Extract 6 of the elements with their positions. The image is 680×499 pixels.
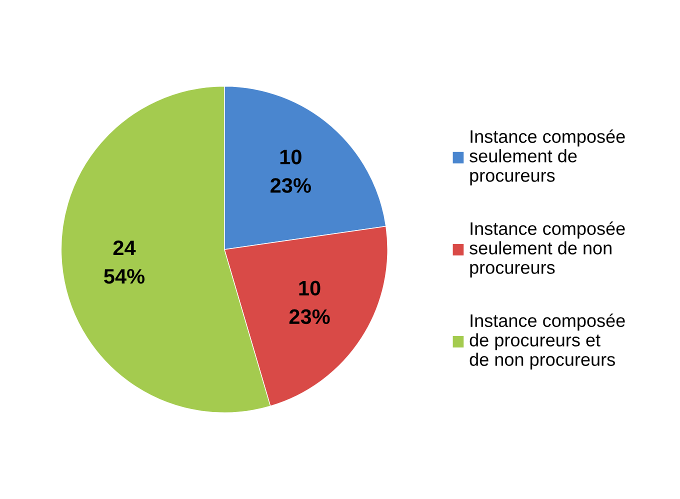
data-label: 10 23% [289, 280, 330, 324]
legend-label: Instance composée seulement de procureurs [470, 129, 625, 186]
data-label: 10 23% [270, 150, 311, 193]
legend-label: Instance composée seulement de non procureurs [470, 222, 625, 278]
legend-label: Instance composée de procureurs et de non procureurs [470, 314, 625, 370]
data-label: 24 54% [104, 240, 145, 284]
